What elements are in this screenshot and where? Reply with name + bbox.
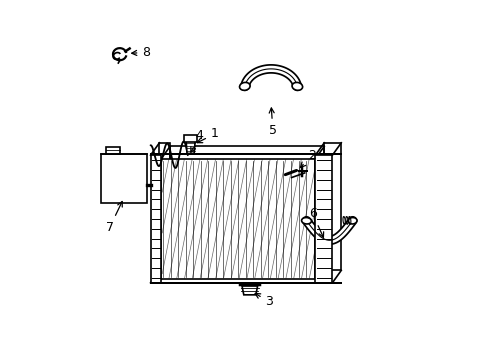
Text: 2: 2 xyxy=(300,149,315,167)
Polygon shape xyxy=(106,147,120,154)
Ellipse shape xyxy=(291,82,302,90)
Ellipse shape xyxy=(301,217,311,224)
Text: 5: 5 xyxy=(268,108,276,137)
Ellipse shape xyxy=(239,82,249,90)
Polygon shape xyxy=(161,159,315,279)
Text: 3: 3 xyxy=(255,293,273,309)
Text: 1: 1 xyxy=(197,127,218,143)
Text: 8: 8 xyxy=(131,46,150,59)
Ellipse shape xyxy=(347,217,356,224)
Text: 7: 7 xyxy=(105,202,122,234)
Polygon shape xyxy=(242,286,257,295)
Polygon shape xyxy=(101,154,147,203)
Polygon shape xyxy=(184,135,197,142)
Polygon shape xyxy=(185,140,195,153)
Text: 6: 6 xyxy=(308,207,323,237)
Polygon shape xyxy=(150,155,161,283)
Text: 4: 4 xyxy=(190,129,203,152)
Polygon shape xyxy=(315,155,332,283)
